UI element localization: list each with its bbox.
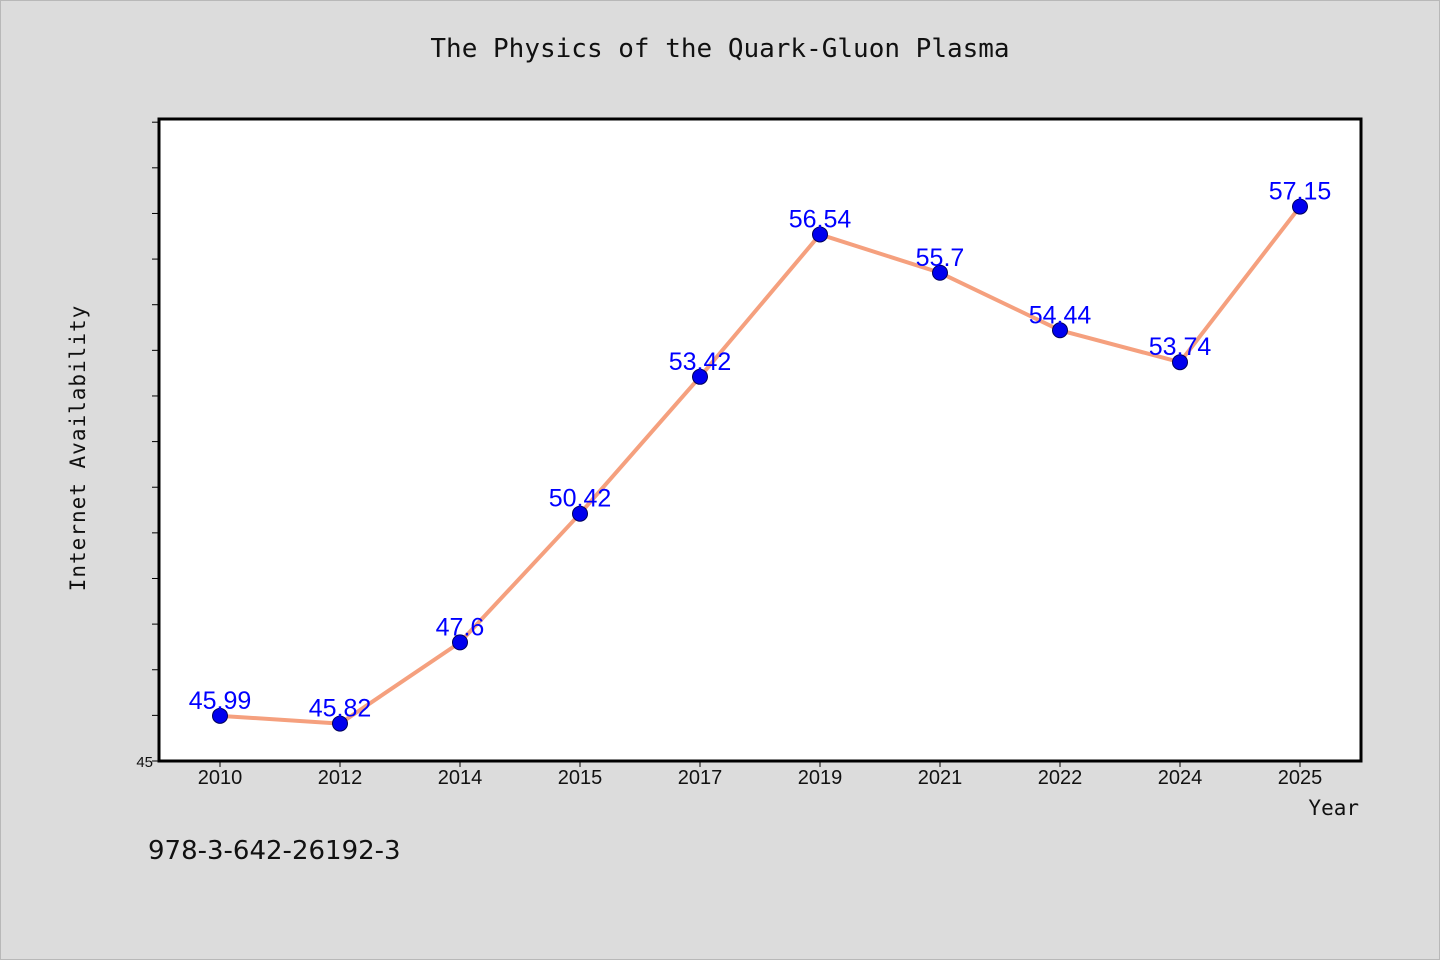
y-tick-label: 45 (136, 754, 153, 771)
data-point (1172, 354, 1188, 371)
data-point (572, 505, 588, 522)
data-label: 55.7 (916, 244, 965, 272)
x-axis-ticks: 2010 2012 2014 2015 2017 2019 2021 2022 2024 2025 (198, 761, 1323, 789)
isbn-label: 978-3-642-26192-3 (148, 836, 401, 866)
data-point (332, 715, 348, 732)
data-label: 56.54 (789, 205, 852, 233)
data-label: 54.44 (1029, 301, 1092, 329)
series-layer: 45.99 45.82 47.6 50.42 53.42 56.54 55.7 54.44 53… (189, 178, 1332, 732)
x-tick-label: 2010 (198, 767, 243, 789)
data-point (1292, 198, 1308, 215)
data-label: 45.99 (189, 687, 252, 715)
x-tick-label: 2025 (1278, 767, 1323, 789)
data-label: 53.42 (669, 348, 732, 376)
x-tick-label: 2017 (678, 767, 723, 789)
series-line (218, 204, 1302, 726)
x-tick-label: 2012 (318, 767, 363, 789)
x-tick-label: 2022 (1038, 767, 1083, 789)
data-point (932, 264, 948, 281)
x-tick-label: 2019 (798, 767, 843, 789)
data-label: 50.42 (549, 485, 612, 513)
y-axis-ticks: 45 (136, 121, 159, 771)
x-tick-label: 2021 (918, 767, 963, 789)
plot-area (157, 117, 1363, 763)
x-tick-label: 2024 (1158, 767, 1203, 789)
chart-title: The Physics of the Quark-Gluon Plasma (430, 34, 1010, 64)
data-point (452, 634, 468, 651)
x-tick-label: 2014 (438, 767, 483, 789)
x-axis-label: Year (1308, 796, 1359, 820)
data-point (1052, 322, 1068, 339)
data-label: 45.82 (309, 695, 372, 723)
data-label: 53.74 (1149, 333, 1212, 361)
data-label: 57.15 (1269, 178, 1332, 206)
data-point (212, 707, 228, 724)
data-label: 47.6 (436, 613, 485, 641)
data-point (812, 226, 828, 243)
x-tick-label: 2015 (558, 767, 603, 789)
data-point (692, 368, 708, 385)
